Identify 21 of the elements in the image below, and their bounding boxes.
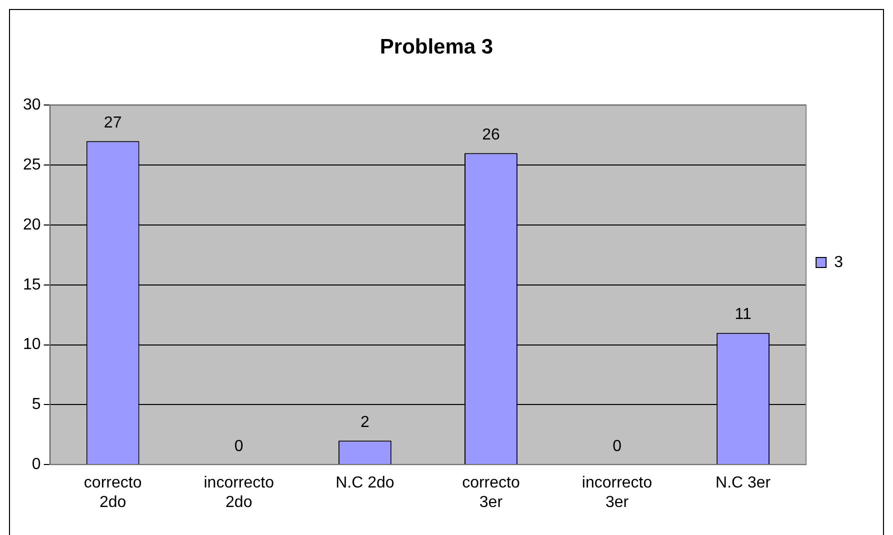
data-label: 2 bbox=[360, 414, 370, 432]
legend-label: 3 bbox=[834, 254, 844, 271]
y-tick-label: 15 bbox=[23, 276, 41, 294]
data-label: 0 bbox=[234, 438, 244, 456]
y-tick-label: 5 bbox=[32, 396, 41, 414]
y-tick-label: 30 bbox=[23, 96, 41, 114]
x-tick-label: correcto 3er bbox=[462, 474, 520, 511]
x-tick-label: incorrecto 3er bbox=[582, 474, 652, 511]
chart-title: Problema 3 bbox=[380, 35, 494, 58]
x-tick-label: incorrecto 2do bbox=[204, 474, 274, 511]
data-label: 11 bbox=[734, 306, 752, 324]
x-tick-label: correcto 2do bbox=[84, 474, 142, 511]
y-tick-label: 10 bbox=[23, 336, 41, 354]
y-tick-label: 25 bbox=[23, 156, 41, 174]
data-label: 26 bbox=[482, 126, 500, 144]
y-tick-label: 20 bbox=[23, 216, 41, 234]
y-tick-label: 0 bbox=[32, 456, 41, 474]
x-tick-label: N.C 2do bbox=[336, 474, 394, 492]
x-tick-label: N.C 3er bbox=[716, 474, 772, 492]
data-label: 27 bbox=[104, 114, 122, 132]
data-label: 0 bbox=[612, 438, 622, 456]
